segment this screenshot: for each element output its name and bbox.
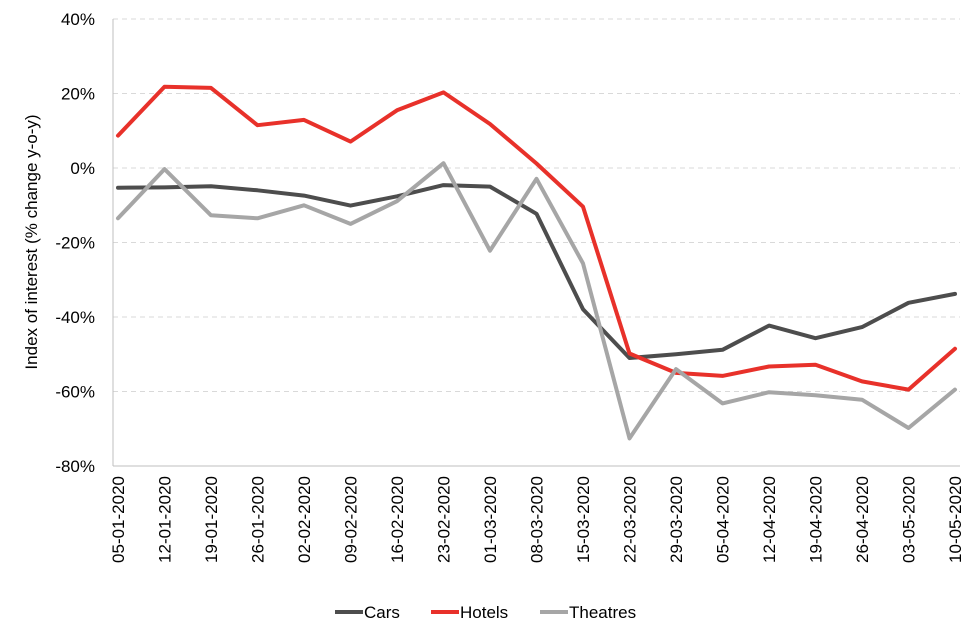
x-tick-label: 08-03-2020	[528, 476, 547, 563]
x-tick-label: 09-02-2020	[342, 476, 361, 563]
x-tick-label: 10-05-2020	[946, 476, 965, 563]
legend-label: Theatres	[569, 603, 636, 622]
y-tick-label: 20%	[61, 85, 95, 104]
legend-item-theatres: Theatres	[540, 603, 636, 622]
x-axis-tick-labels: 05-01-2020 12-01-2020 19-01-2020 26-01-2020…	[109, 476, 965, 563]
x-tick-label: 01-03-2020	[481, 476, 500, 563]
series-lines	[116, 84, 957, 441]
x-tick-label: 05-04-2020	[714, 476, 733, 563]
x-tick-label: 19-01-2020	[202, 476, 221, 563]
legend-label: Cars	[364, 603, 400, 622]
y-tick-label: -60%	[55, 383, 95, 402]
x-tick-label: 26-01-2020	[249, 476, 268, 563]
x-tick-label: 12-04-2020	[760, 476, 779, 563]
series-cars	[116, 183, 957, 360]
y-axis-title: Index of interest (% change y-o-y)	[22, 114, 41, 369]
gridlines	[113, 18, 960, 392]
y-axis-tick-labels: 40% 20% 0% -20% -40% -60% -80%	[55, 10, 95, 476]
x-tick-label: 23-02-2020	[435, 476, 454, 563]
legend: Cars Hotels Theatres	[335, 603, 636, 622]
series-line-hotels	[116, 84, 957, 392]
x-tick-label: 05-01-2020	[109, 476, 128, 563]
x-tick-label: 19-04-2020	[807, 476, 826, 563]
x-tick-label: 26-04-2020	[853, 476, 872, 563]
y-tick-label: -80%	[55, 457, 95, 476]
series-line-theatres	[116, 161, 957, 441]
legend-item-hotels: Hotels	[431, 603, 508, 622]
y-tick-label: -20%	[55, 234, 95, 253]
x-tick-label: 29-03-2020	[667, 476, 686, 563]
x-tick-label: 22-03-2020	[621, 476, 640, 563]
series-line-cars	[116, 183, 957, 360]
x-tick-label: 15-03-2020	[574, 476, 593, 563]
x-tick-label: 02-02-2020	[295, 476, 314, 563]
y-tick-label: 0%	[70, 159, 95, 178]
series-theatres	[116, 161, 957, 441]
legend-item-cars: Cars	[335, 603, 400, 622]
x-tick-label: 12-01-2020	[156, 476, 175, 563]
y-tick-label: -40%	[55, 308, 95, 327]
series-hotels	[116, 84, 957, 392]
x-tick-label: 03-05-2020	[900, 476, 919, 563]
x-tick-label: 16-02-2020	[388, 476, 407, 563]
y-tick-label: 40%	[61, 10, 95, 29]
legend-label: Hotels	[460, 603, 508, 622]
